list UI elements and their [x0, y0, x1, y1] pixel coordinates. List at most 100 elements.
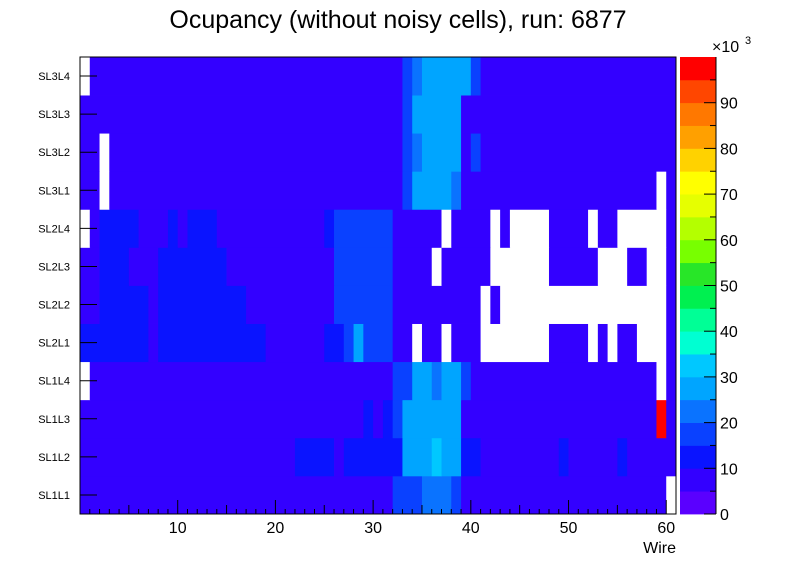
colorbar-tick-label: 60	[720, 233, 738, 250]
heatmap-cell-sl2l4-w38	[441, 209, 452, 248]
colorbar-swatch	[680, 399, 716, 423]
heatmap-cell-sl3l2-w41	[470, 133, 481, 172]
colorbar-swatch	[680, 79, 716, 104]
heatmap-cell-sl2l1-w53	[588, 323, 599, 363]
heatmap-cell-sl2l4-w43	[490, 209, 501, 248]
heatmap-cell-sl1l2-w28-33	[343, 437, 403, 477]
heatmap-cell-sl2l2-w3-7	[99, 285, 149, 324]
heatmap-cell-sl2l1-w38	[441, 323, 452, 363]
colorbar-tick-label: 20	[720, 416, 738, 433]
heatmap-cell-sl1l1-w33-35	[392, 475, 423, 515]
heatmap-cell-sl3l1-w4-33	[109, 171, 403, 210]
heatmap-cell-sl1l2-w34-36	[402, 437, 433, 477]
heatmap-cell-sl3l2-w4-33	[109, 133, 403, 172]
heatmap-cell-sl2l3-w38-42	[441, 247, 491, 286]
heatmap-cell-sl2l1-w33-34	[392, 323, 413, 363]
heatmap-cell-sl2l2-w43	[490, 285, 501, 324]
heatmap-cell-sl2l1-w20-25	[265, 323, 325, 363]
heatmap-cell-sl1l4-w35-36	[412, 361, 433, 401]
heatmap-cell-sl1l2-w27	[334, 437, 345, 477]
heatmap-cell-sl1l2-w38-39	[441, 437, 462, 477]
heatmap-cell-sl2l4-w7-9	[138, 209, 169, 248]
heatmap-cell-sl1l1-w39	[451, 475, 462, 515]
colorbar-swatch	[680, 262, 716, 286]
heatmap-cell-sl2l3-w54-56	[597, 247, 628, 286]
colorbar-swatch	[680, 194, 716, 218]
chart-title: Ocupancy (without noisy cells), run: 687…	[169, 6, 626, 34]
heatmap-cell-sl1l3-w60	[656, 399, 667, 439]
colorbar-tick-label: 10	[720, 461, 738, 478]
heatmap-cell-sl3l4-w41	[470, 57, 481, 96]
heatmap-cell-sl2l4-w54-55	[597, 209, 618, 248]
heatmap-cell-sl2l4-w61	[666, 209, 677, 248]
heatmap-cell-sl2l1-w26-27	[324, 323, 345, 363]
y-tick-label: SL3L2	[38, 147, 70, 159]
heatmap-cell-sl2l3-w9-15	[158, 247, 227, 286]
colorbar-tick-label: 40	[720, 324, 738, 341]
heatmap-cell-sl1l2-w56	[617, 437, 628, 477]
heatmap-cell-sl1l3-w61	[666, 399, 677, 439]
x-tick-label: 60	[657, 520, 675, 537]
heatmap-cell-sl3l1-w35-38	[412, 171, 452, 210]
y-tick-label: SL2L3	[38, 261, 70, 273]
heatmap-cell-sl2l2-w44-60	[500, 285, 667, 324]
colorbar-tick-label: 50	[720, 279, 738, 296]
heatmap-cell-sl1l1-w40-60	[461, 475, 667, 515]
colorbar-swatch	[680, 285, 716, 309]
colorbar-swatch	[680, 354, 716, 378]
heatmap-cell-sl2l1-w54	[597, 323, 609, 363]
heatmap-cell-sl2l4-w12-14	[187, 209, 218, 248]
colorbar-tick-label: 90	[720, 96, 738, 113]
heatmap-cell-sl1l4-w61	[666, 361, 677, 401]
heatmap-cell-sl2l3-w27-32	[334, 247, 394, 286]
x-tick-label: 10	[169, 520, 187, 537]
heatmap-cell-sl1l1-w36-38	[421, 475, 452, 515]
heatmap-cell-sl3l2-w42-61	[480, 133, 677, 172]
y-axis: SL1L1 SL1L2 SL1L3 SL1L4 SL2L1 SL2L2 SL2L3 SL2L4…	[38, 71, 97, 502]
heatmap-cell-sl3l4-w35	[412, 57, 423, 96]
y-tick-label: SL2L2	[38, 300, 70, 312]
heatmap-cell-sl1l3-w32	[382, 399, 394, 439]
colorbar-swatch	[680, 57, 716, 81]
heatmap-cell-sl1l4-w33-34	[392, 361, 413, 401]
heatmap-cell-sl1l4-w40	[461, 361, 472, 401]
heatmap-cell-sl2l4-w27-32	[334, 209, 394, 248]
heatmap-cell-sl1l4-w37	[431, 361, 442, 401]
heatmap-cell-sl2l3-w61	[666, 247, 677, 286]
heatmap-cell-sl2l1-w28	[343, 323, 354, 363]
heatmap-cell-sl2l1-w58-60	[636, 323, 667, 363]
heatmap-cell-sl2l4-w10	[167, 209, 179, 248]
heatmap-cell-sl2l2-w61	[666, 285, 677, 324]
heatmap-cell-sl1l2-w57-61	[627, 437, 677, 477]
heatmap-cell-sl3l1-w3	[99, 171, 110, 210]
y-tick-label: SL1L1	[38, 490, 70, 502]
heatmap-cell-sl2l4-w45-48	[509, 209, 550, 248]
colorbar-swatch	[680, 445, 716, 469]
heatmap-cell-sl2l1-w8	[148, 323, 159, 363]
y-tick-label: SL3L3	[38, 109, 70, 121]
heatmap-cell-sl1l3-w34-39	[402, 399, 462, 439]
plot-frame-rect	[79, 56, 677, 515]
heatmap-cell-sl1l3-w40-59	[461, 399, 657, 439]
heatmap-cell-sl3l1-w40-59	[461, 171, 657, 210]
heatmap-cell-sl1l2-w1-22	[80, 437, 296, 477]
heatmap-cell-sl2l1-w49-52	[548, 323, 589, 363]
heatmap-cell-sl2l4-w53	[588, 209, 599, 248]
x-tick-label: 50	[560, 520, 578, 537]
heatmap-cell-sl3l1-w34	[402, 171, 413, 210]
heatmap-cell-sl1l1-w1-32	[80, 475, 394, 515]
heatmap-cell-sl2l1-w36-37	[421, 323, 442, 363]
colorbar-swatch	[680, 148, 716, 172]
colorbar-exponent: ×10 3	[712, 35, 751, 56]
heatmap-cell-sl1l4-w41-59	[470, 361, 657, 401]
heatmap-cells	[80, 57, 677, 515]
heatmap-cell-sl2l1-w39-41	[451, 323, 481, 363]
colorbar-swatch	[680, 422, 716, 446]
colorbar-exponent-power: 3	[745, 35, 751, 47]
heatmap-cell-sl3l3-w34	[402, 95, 413, 134]
heatmap-cell-sl1l3-w33	[392, 399, 403, 439]
heatmap-cell-sl2l3-w33-36	[392, 247, 433, 286]
heatmap-cell-sl2l4-w49-52	[548, 209, 589, 248]
heatmap-cell-sl2l1-w42-48	[480, 323, 550, 363]
